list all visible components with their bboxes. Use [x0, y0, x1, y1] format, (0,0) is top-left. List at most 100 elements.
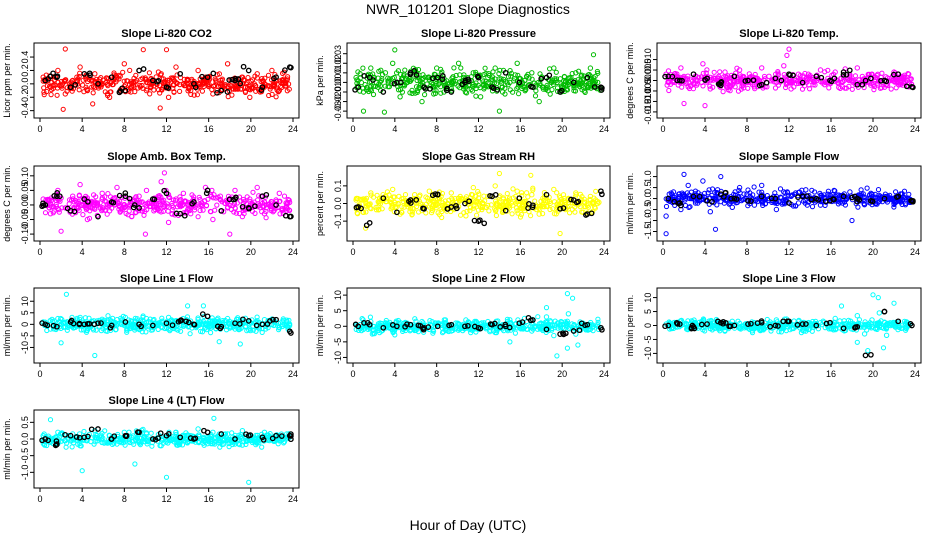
data-point — [402, 67, 408, 73]
x-tick-label: 16 — [204, 369, 214, 379]
data-point — [893, 189, 899, 195]
chart-panel-4: Slope Amb. Box Temp.0 4 8 12 16 20 24-0.10-0.0… — [2, 151, 300, 257]
data-point — [782, 196, 789, 203]
outlier-point — [875, 295, 881, 301]
data-point — [244, 85, 251, 91]
y-tick-label: -0.4 — [20, 103, 30, 119]
data-point — [521, 84, 528, 90]
x-tick-label: 4 — [392, 124, 397, 134]
data-point — [273, 205, 279, 211]
data-point — [276, 190, 282, 197]
data-point — [380, 198, 386, 204]
black-point — [271, 75, 277, 82]
figure-title: NWR_101201 Slope Diagnostics — [366, 1, 570, 17]
data-point — [385, 78, 391, 84]
data-point — [105, 191, 111, 197]
data-point — [543, 314, 550, 320]
data-point — [685, 182, 691, 189]
data-point — [75, 81, 81, 87]
black-point — [273, 202, 279, 208]
data-point — [486, 208, 492, 214]
data-point — [783, 80, 789, 86]
black-point — [282, 212, 289, 219]
black-point — [818, 74, 825, 81]
x-tick-label: 8 — [744, 247, 749, 257]
black-point — [778, 77, 785, 84]
data-point — [216, 71, 222, 77]
data-point — [140, 85, 146, 91]
black-point — [525, 205, 531, 211]
data-point — [250, 189, 256, 195]
data-point — [453, 199, 459, 206]
data-point — [392, 194, 398, 200]
black-point — [516, 79, 523, 86]
black-point — [745, 77, 751, 84]
data-point — [458, 196, 464, 202]
x-tick-label: 16 — [515, 124, 525, 134]
data-point — [587, 196, 593, 202]
data-point — [89, 84, 95, 90]
y-tick-label: -5 — [20, 332, 30, 340]
data-point — [80, 82, 86, 88]
black-point — [45, 75, 52, 82]
y-tick-label: 0.2 — [20, 64, 30, 77]
data-point — [784, 76, 790, 83]
y-tick-label: 10 — [20, 296, 30, 306]
data-point — [90, 90, 96, 96]
data-point — [540, 203, 546, 209]
black-point — [487, 193, 493, 199]
black-point — [71, 208, 78, 215]
data-point — [197, 81, 203, 87]
data-point — [55, 79, 61, 85]
data-point — [158, 71, 164, 77]
data-point — [391, 74, 397, 81]
data-point — [285, 199, 291, 206]
data-point — [375, 199, 381, 205]
x-tick-label: 24 — [599, 124, 609, 134]
data-point — [470, 70, 476, 76]
data-point — [529, 70, 535, 76]
data-point — [817, 67, 824, 73]
data-point — [514, 60, 520, 66]
x-tick-label: 8 — [744, 124, 749, 134]
outlier-point — [870, 292, 876, 298]
y-tick-label: 10 — [333, 290, 343, 300]
data-point — [146, 203, 153, 209]
black-point — [407, 71, 414, 78]
data-point — [891, 69, 897, 75]
data-point — [721, 74, 727, 80]
outlier-point — [554, 353, 560, 359]
data-point — [783, 84, 789, 91]
data-point — [482, 198, 488, 204]
data-point — [515, 72, 521, 79]
black-point — [439, 76, 446, 83]
black-point — [490, 85, 497, 92]
y-axis-label: ml/min per min. — [315, 295, 325, 357]
black-point — [116, 192, 123, 199]
data-point — [104, 211, 110, 217]
data-point — [522, 78, 528, 84]
data-point — [367, 87, 373, 93]
data-point — [46, 205, 52, 211]
data-point — [530, 185, 536, 191]
data-point — [550, 206, 556, 212]
data-point — [477, 204, 484, 210]
data-point — [775, 70, 781, 76]
data-point — [510, 202, 516, 208]
y-tick-label: -0.05 — [20, 209, 30, 230]
data-point — [720, 89, 726, 95]
black-point — [558, 87, 565, 94]
data-point — [663, 203, 670, 210]
data-point — [847, 189, 853, 195]
data-point — [554, 202, 560, 208]
data-point — [516, 91, 522, 97]
data-point — [103, 75, 110, 81]
data-point — [524, 73, 530, 79]
outlier-point — [590, 52, 597, 58]
y-tick-label: 0 — [20, 322, 30, 327]
black-point — [259, 84, 266, 91]
data-point — [395, 87, 402, 93]
data-point — [155, 197, 161, 203]
black-point — [840, 71, 847, 78]
data-point — [889, 78, 895, 84]
